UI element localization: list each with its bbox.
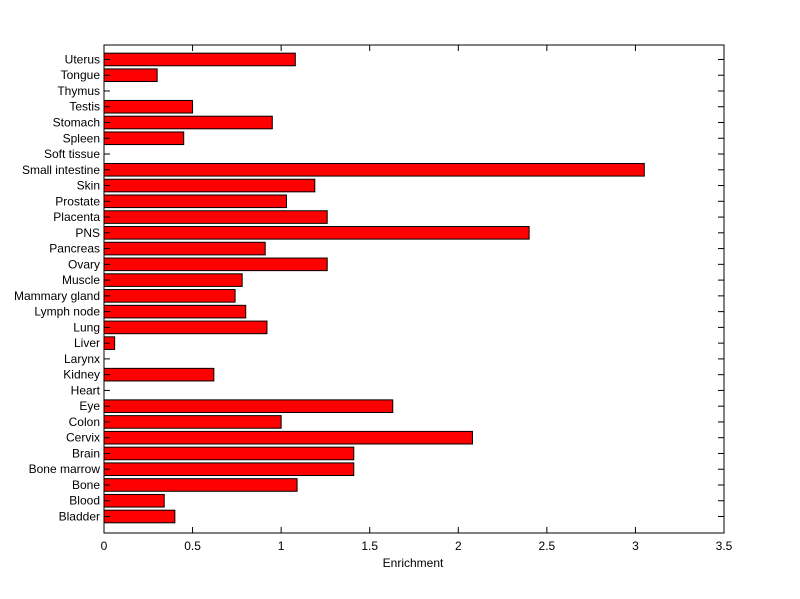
- y-tick-label-heart: Heart: [71, 383, 101, 397]
- x-tick-label-5: 2.5: [539, 539, 556, 553]
- y-tick-label-blood: Blood: [69, 494, 100, 508]
- bar-lymph-node: [103, 304, 247, 319]
- x-tick-label-7: 3.5: [716, 539, 733, 553]
- y-tick-label-testis: Testis: [69, 100, 100, 114]
- y-tick-label-lung: Lung: [73, 320, 100, 334]
- bar-bone-marrow: [103, 462, 355, 477]
- y-tick-label-prostate: Prostate: [55, 194, 100, 208]
- y-tick-label-placenta: Placenta: [53, 210, 100, 224]
- x-axis-label: Enrichment: [383, 556, 444, 570]
- y-tick-label-bone: Bone: [72, 478, 100, 492]
- y-tick-label-soft-tissue: Soft tissue: [44, 147, 100, 161]
- bar-stomach: [103, 115, 273, 130]
- y-tick-label-muscle: Muscle: [62, 273, 100, 287]
- bar-skin: [103, 178, 316, 193]
- y-tick-label-tongue: Tongue: [61, 68, 101, 82]
- y-tick-label-ovary: Ovary: [68, 257, 100, 271]
- bar-testis: [103, 99, 194, 114]
- bar-small-intestine: [103, 162, 645, 177]
- bar-muscle: [103, 273, 243, 287]
- y-tick-label-colon: Colon: [69, 415, 100, 429]
- bar-pns: [103, 226, 530, 240]
- y-tick-label-lymph-node: Lymph node: [34, 305, 100, 319]
- plot-frame: [103, 44, 725, 534]
- bar-cervix: [103, 430, 473, 445]
- bar-spleen: [103, 131, 185, 146]
- bar-bone: [103, 478, 298, 492]
- y-tick-label-bladder: Bladder: [59, 510, 100, 524]
- y-tick-label-mammary-gland: Mammary gland: [14, 289, 100, 303]
- y-tick-label-pancreas: Pancreas: [49, 242, 100, 256]
- bar-blood: [103, 493, 165, 508]
- x-tick-label-0: 0: [101, 539, 108, 553]
- x-tick-label-6: 3: [632, 539, 639, 553]
- bar-uterus: [103, 52, 296, 67]
- y-tick-label-liver: Liver: [74, 336, 100, 350]
- y-tick-label-stomach: Stomach: [53, 116, 100, 130]
- y-tick-label-kidney: Kidney: [63, 368, 100, 382]
- x-tick-label-1: 0.5: [184, 539, 201, 553]
- bar-mammary-gland: [103, 289, 236, 303]
- x-tick-label-4: 2: [455, 539, 462, 553]
- bar-brain: [103, 446, 355, 461]
- bar-eye: [103, 399, 394, 413]
- bar-tongue: [103, 68, 158, 83]
- y-tick-label-bone-marrow: Bone marrow: [29, 462, 101, 476]
- x-tick-label-2: 1: [278, 539, 285, 553]
- bar-lung: [103, 320, 268, 335]
- y-tick-label-larynx: Larynx: [64, 352, 100, 366]
- y-tick-label-spleen: Spleen: [63, 131, 100, 145]
- y-tick-label-pns: PNS: [75, 226, 100, 240]
- bar-bladder: [103, 509, 176, 524]
- bar-prostate: [103, 194, 287, 209]
- y-tick-label-uterus: Uterus: [65, 52, 100, 66]
- bar-placenta: [103, 210, 328, 224]
- y-tick-label-eye: Eye: [79, 399, 100, 413]
- x-tick-label-3: 1.5: [361, 539, 378, 553]
- y-tick-label-cervix: Cervix: [66, 431, 100, 445]
- y-tick-label-small-intestine: Small intestine: [22, 163, 100, 177]
- y-tick-label-thymus: Thymus: [57, 84, 100, 98]
- y-tick-label-brain: Brain: [72, 446, 100, 460]
- bar-colon: [103, 415, 282, 429]
- bar-ovary: [103, 257, 328, 272]
- y-tick-label-skin: Skin: [77, 179, 100, 193]
- bar-kidney: [103, 367, 215, 382]
- bar-pancreas: [103, 241, 266, 256]
